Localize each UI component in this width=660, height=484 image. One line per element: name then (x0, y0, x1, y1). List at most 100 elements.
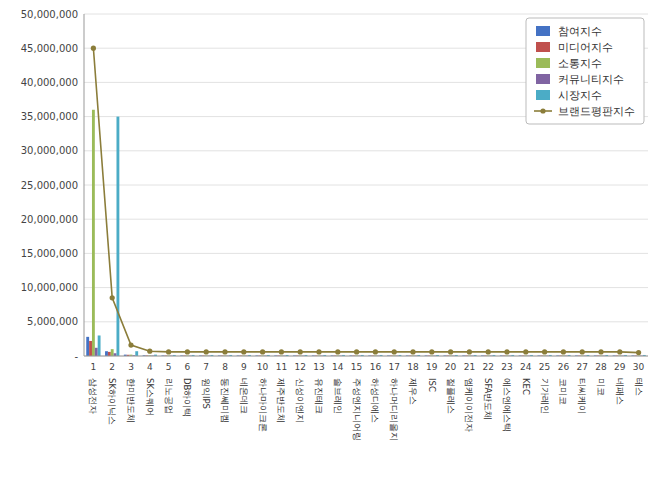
category-name: 절플레스 (446, 378, 456, 414)
legend-swatch (536, 90, 550, 100)
grid-line (84, 150, 648, 151)
line-marker (486, 349, 491, 354)
x-tick-label: 26 (558, 362, 570, 372)
bar (89, 341, 92, 356)
x-tick-label: 25 (539, 362, 550, 372)
x-tick-label: 10 (257, 362, 269, 372)
legend-label: 참여지수 (558, 25, 602, 37)
x-tick-label: 27 (576, 362, 587, 372)
x-tick-label: 20 (445, 362, 457, 372)
category-name: SK스퀘어 (145, 378, 155, 416)
y-axis: -5,000,00010,000,00015,000,00020,000,000… (21, 9, 79, 362)
bar-series (98, 117, 646, 356)
legend-label: 소통지수 (558, 57, 602, 69)
x-tick-label: 21 (464, 362, 475, 372)
line-marker (561, 349, 566, 354)
line-marker (147, 349, 152, 354)
legend-label: 시장지수 (558, 89, 602, 101)
category-name: DB하이텍 (182, 378, 192, 417)
category-name: 하나머디리올지 (389, 378, 399, 441)
line-marker (354, 349, 359, 354)
legend-box (526, 18, 644, 124)
y-tick-label: - (74, 351, 78, 362)
bar (111, 349, 114, 356)
y-axis-line (84, 14, 85, 356)
x-tick-label: 7 (203, 362, 209, 372)
x-tick-label: 18 (407, 362, 419, 372)
x-tick-label: 5 (166, 362, 172, 372)
x-tick-label: 8 (222, 362, 228, 372)
y-tick-label: 20,000,000 (21, 214, 78, 225)
y-tick-label: 30,000,000 (21, 145, 78, 156)
category-name: 티씨케이 (577, 378, 587, 414)
line-marker (598, 349, 603, 354)
x-tick-label: 12 (294, 362, 305, 372)
grid-line (84, 185, 648, 186)
plot-area (86, 46, 645, 356)
bar (108, 352, 111, 356)
line-marker (580, 349, 585, 354)
legend-swatch (536, 58, 550, 68)
x-tick-label: 13 (313, 362, 324, 372)
grid-line (84, 356, 648, 357)
legend-swatch (536, 42, 550, 52)
line-marker (448, 349, 453, 354)
chart: -5,000,00010,000,00015,000,00020,000,000… (0, 0, 660, 484)
category-name: 한미반도체 (126, 378, 136, 423)
grid-line (84, 321, 648, 322)
line-marker (298, 349, 303, 354)
grid (84, 14, 648, 356)
y-tick-label: 45,000,000 (21, 43, 78, 54)
x-tick-label: 16 (370, 362, 382, 372)
category-name: 주성엔지니어링 (352, 378, 362, 441)
grid-line (84, 219, 648, 220)
line-marker (279, 349, 284, 354)
y-tick-label: 15,000,000 (21, 248, 78, 259)
category-name: 솔브레인 (333, 378, 343, 414)
line-marker (392, 349, 397, 354)
x-tick-label: 23 (501, 362, 512, 372)
bar-series (86, 337, 634, 356)
line-marker (185, 349, 190, 354)
bar (98, 335, 101, 356)
category-name: 유진테크 (314, 378, 324, 414)
y-tick-label: 35,000,000 (21, 111, 78, 122)
line-marker (617, 349, 622, 354)
category-name: 네패스 (615, 378, 625, 405)
bar (86, 337, 89, 356)
line-marker (204, 349, 209, 354)
bar (135, 351, 138, 356)
legend-swatch (536, 74, 550, 84)
line-series (91, 46, 641, 356)
legend-swatch (540, 108, 545, 113)
line-marker (542, 349, 547, 354)
x-tick-label: 29 (614, 362, 626, 372)
line-marker (523, 349, 528, 354)
line-marker (504, 349, 509, 354)
line-marker (241, 349, 246, 354)
x-tick-label: 1 (91, 362, 97, 372)
y-tick-label: 10,000,000 (21, 282, 78, 293)
x-tick-label: 2 (109, 362, 115, 372)
line-marker (128, 342, 133, 347)
grid-line (84, 253, 648, 254)
x-tick-label: 4 (147, 362, 153, 372)
line-marker (429, 349, 434, 354)
bar (105, 351, 108, 356)
x-tick-label: 9 (241, 362, 247, 372)
category-name: 제주반도체 (276, 378, 286, 423)
x-tick-label: 30 (633, 362, 645, 372)
category-name: 리노공업 (164, 378, 174, 414)
x-tick-label: 15 (351, 362, 362, 372)
line-marker (467, 349, 472, 354)
category-name: 제우스 (408, 378, 418, 405)
category-name: 코미코 (558, 378, 568, 405)
grid-line (84, 287, 648, 288)
bar (95, 348, 98, 356)
line-marker (410, 349, 415, 354)
line-marker (110, 295, 115, 300)
category-name: 하나마이크론 (258, 378, 268, 432)
grid-line (84, 14, 648, 15)
line-marker (636, 350, 641, 355)
line-marker (373, 349, 378, 354)
